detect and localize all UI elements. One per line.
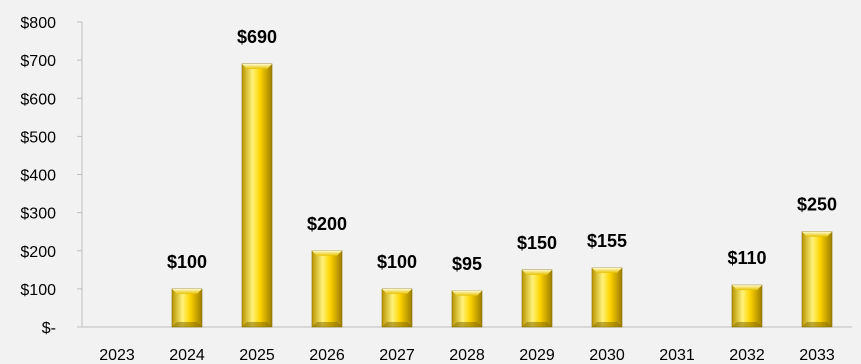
bar-bevel-top bbox=[592, 267, 622, 273]
bar bbox=[521, 269, 553, 328]
bar-bevel-bottom bbox=[382, 322, 412, 327]
y-tick-label: $200 bbox=[20, 244, 56, 261]
x-tick-label: 2031 bbox=[659, 347, 695, 364]
y-tick-label: $- bbox=[42, 320, 56, 337]
x-tick-label: 2028 bbox=[449, 347, 485, 364]
x-tick-label: 2025 bbox=[239, 347, 275, 364]
data-label: $200 bbox=[307, 214, 347, 234]
bar bbox=[381, 288, 413, 328]
x-tick-label: 2023 bbox=[99, 347, 135, 364]
y-tick-label: $400 bbox=[20, 168, 56, 185]
data-label: $150 bbox=[517, 233, 557, 253]
y-axis: $- $100 $200 $300 $400 $500 $600 $700 $800 bbox=[20, 15, 83, 337]
bar-body bbox=[801, 231, 833, 328]
bar-bevel-bottom bbox=[522, 322, 552, 327]
bar-bevel-top bbox=[242, 63, 272, 69]
bar bbox=[311, 250, 343, 328]
bar-body bbox=[451, 290, 483, 328]
y-tick-label: $600 bbox=[20, 91, 56, 108]
x-axis: 2023 2024 2025 2026 2027 2028 2029 2030 2031 2032… bbox=[82, 326, 852, 364]
bar bbox=[171, 288, 203, 328]
bar-bevel-top bbox=[522, 269, 552, 275]
y-tick-label: $300 bbox=[20, 206, 56, 223]
data-label: $100 bbox=[377, 252, 417, 272]
bar-bevel-bottom bbox=[172, 322, 202, 327]
bar bbox=[241, 63, 273, 328]
y-tick-label: $100 bbox=[20, 282, 56, 299]
bar-body bbox=[241, 63, 273, 328]
data-label: $690 bbox=[237, 27, 277, 47]
data-label: $100 bbox=[167, 252, 207, 272]
data-label: $250 bbox=[797, 195, 837, 215]
bar-body bbox=[731, 284, 763, 328]
bar bbox=[731, 284, 763, 328]
bar-bevel-top bbox=[802, 231, 832, 237]
bar-bevel-top bbox=[312, 250, 342, 256]
y-tick-label: $800 bbox=[20, 15, 56, 32]
y-tick-label: $500 bbox=[20, 129, 56, 146]
bar-series bbox=[171, 63, 833, 328]
bar-body bbox=[171, 288, 203, 328]
data-label: $95 bbox=[452, 254, 482, 274]
bar-body bbox=[311, 250, 343, 328]
bar-bevel-bottom bbox=[452, 322, 482, 327]
bar-bevel-bottom bbox=[732, 322, 762, 327]
bar-bevel-top bbox=[382, 288, 412, 294]
bar-bevel-top bbox=[732, 285, 762, 291]
y-tick-label: $700 bbox=[20, 53, 56, 70]
x-tick-label: 2029 bbox=[519, 347, 555, 364]
bar bbox=[591, 267, 623, 328]
x-tick-label: 2033 bbox=[799, 347, 835, 364]
bar-body bbox=[381, 288, 413, 328]
data-label: $155 bbox=[587, 231, 627, 251]
bar-bevel-top bbox=[172, 288, 202, 294]
bar-bevel-top bbox=[452, 290, 482, 296]
bar-bevel-bottom bbox=[242, 322, 272, 327]
bar-body bbox=[591, 267, 623, 328]
bar bbox=[451, 290, 483, 328]
x-tick-label: 2024 bbox=[169, 347, 205, 364]
bar-bevel-bottom bbox=[592, 322, 622, 327]
bar bbox=[801, 231, 833, 328]
bar-bevel-bottom bbox=[312, 322, 342, 327]
x-tick-label: 2026 bbox=[309, 347, 345, 364]
data-labels: $100 $690 $200 $100 $95 $150 $155 $110 $250 bbox=[167, 27, 837, 274]
x-tick-label: 2032 bbox=[729, 347, 765, 364]
bar-bevel-bottom bbox=[802, 322, 832, 327]
bar-body bbox=[521, 269, 553, 328]
x-tick-label: 2027 bbox=[379, 347, 415, 364]
x-tick-label: 2030 bbox=[589, 347, 625, 364]
data-label: $110 bbox=[727, 248, 766, 268]
